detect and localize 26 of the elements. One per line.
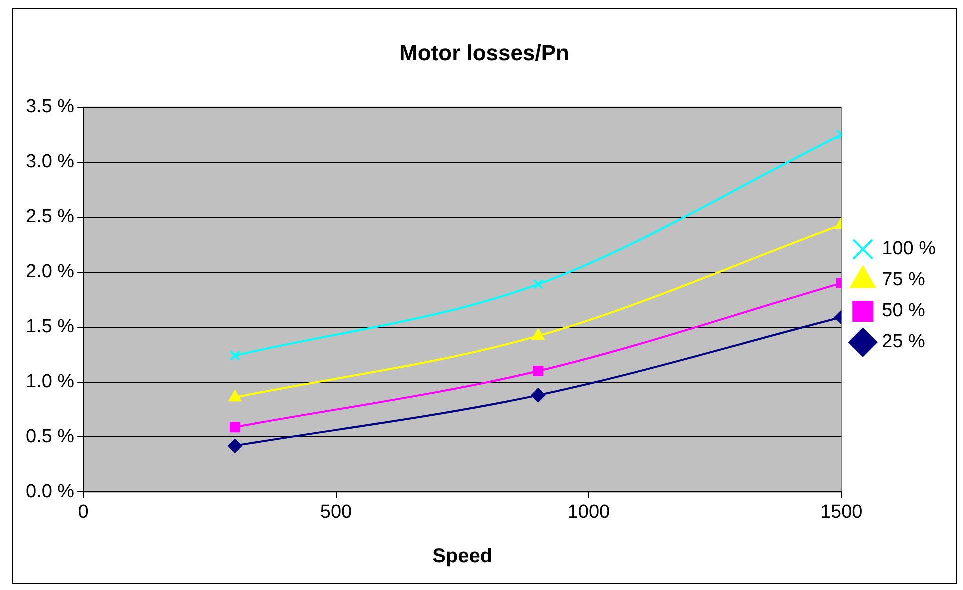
- legend-label: 100 %: [882, 238, 936, 260]
- legend-label: 50 %: [882, 300, 926, 322]
- y-tick-label: 3.5 %: [26, 96, 75, 118]
- y-tick-label: 3.0 %: [26, 152, 75, 173]
- point: [228, 439, 242, 454]
- x-tick-label: 1500: [820, 502, 863, 523]
- point: [532, 329, 545, 340]
- y-tick-label: 0.5 %: [26, 426, 75, 448]
- y-tick-label: 1.0 %: [26, 371, 75, 392]
- point: [533, 279, 544, 290]
- x-tick-label: 0: [78, 502, 89, 523]
- y-tick-label: 0.0 %: [26, 481, 75, 502]
- point: [531, 388, 546, 402]
- point: [230, 350, 240, 362]
- y-tick-label: 2.5 %: [26, 206, 75, 228]
- point: [230, 422, 240, 433]
- x-tick-label: 1000: [568, 502, 610, 523]
- point: [533, 366, 544, 377]
- legend-label: 75 %: [882, 270, 926, 291]
- x-axis-title: Speed: [432, 546, 493, 568]
- point: [229, 390, 242, 402]
- legend-label: 25 %: [882, 332, 926, 353]
- chart-title: Motor losses/Pn: [400, 40, 570, 66]
- x-tick-label: 500: [320, 502, 352, 523]
- y-tick-label: 2.0 %: [26, 262, 75, 283]
- y-tick-label: 1.5 %: [26, 316, 75, 338]
